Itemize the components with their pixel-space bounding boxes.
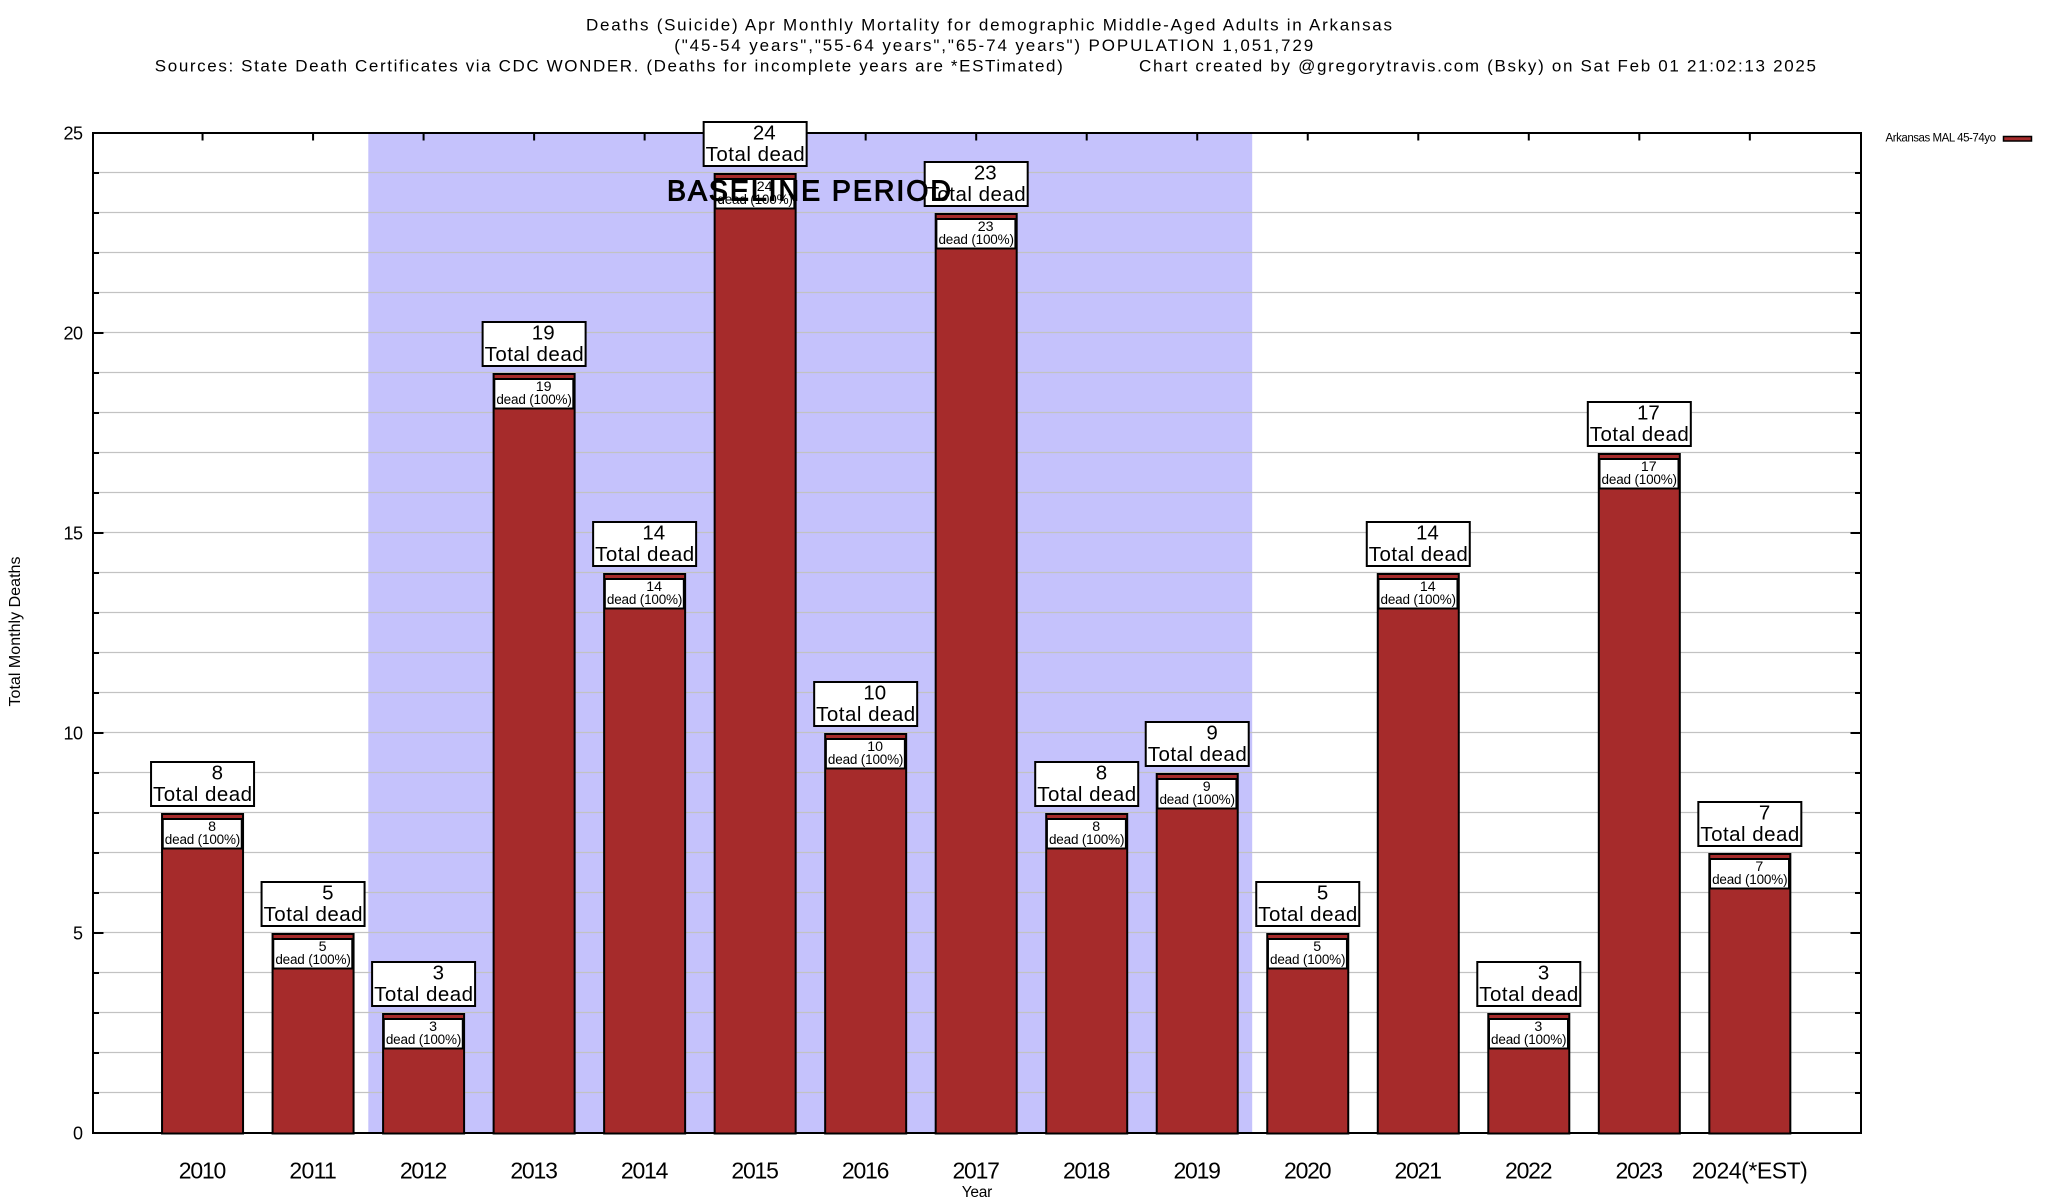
svg-text:3: 3 bbox=[433, 962, 444, 985]
svg-text:Total dead: Total dead bbox=[1590, 423, 1689, 446]
svg-text:2012: 2012 bbox=[400, 1157, 448, 1183]
svg-text:Year: Year bbox=[962, 1184, 993, 1200]
svg-text:2021: 2021 bbox=[1395, 1157, 1443, 1183]
svg-text:Chart created by @gregorytravi: Chart created by @gregorytravis.com (Bsk… bbox=[1139, 57, 1816, 76]
svg-text:25: 25 bbox=[64, 124, 84, 144]
svg-text:3: 3 bbox=[1538, 962, 1549, 985]
svg-text:BASELINE PERIOD: BASELINE PERIOD bbox=[667, 176, 951, 208]
svg-text:Total dead: Total dead bbox=[1037, 783, 1136, 806]
svg-text:7: 7 bbox=[1755, 859, 1763, 875]
svg-text:Sources: State Death Certifica: Sources: State Death Certificates via CD… bbox=[155, 57, 1063, 76]
svg-text:dead (100%): dead (100%) bbox=[1159, 792, 1235, 807]
svg-text:Total dead: Total dead bbox=[816, 703, 915, 726]
svg-text:Total dead: Total dead bbox=[595, 543, 694, 566]
svg-text:dead (100%): dead (100%) bbox=[1049, 832, 1125, 847]
svg-text:14: 14 bbox=[1416, 522, 1439, 545]
svg-text:2013: 2013 bbox=[510, 1157, 558, 1183]
svg-text:8: 8 bbox=[1092, 819, 1100, 835]
svg-text:2023: 2023 bbox=[1616, 1157, 1664, 1183]
svg-text:dead (100%): dead (100%) bbox=[607, 592, 683, 607]
svg-text:dead (100%): dead (100%) bbox=[165, 832, 240, 847]
svg-text:Total dead: Total dead bbox=[1148, 743, 1247, 766]
svg-text:7: 7 bbox=[1759, 802, 1770, 825]
svg-text:Arkansas MAL 45-74yo: Arkansas MAL 45-74yo bbox=[1886, 132, 1997, 144]
svg-text:Total dead: Total dead bbox=[1258, 903, 1357, 926]
svg-text:Total dead: Total dead bbox=[374, 983, 473, 1006]
svg-text:24: 24 bbox=[753, 122, 776, 145]
svg-text:5: 5 bbox=[1313, 939, 1321, 955]
svg-text:Total dead: Total dead bbox=[1369, 543, 1468, 566]
svg-text:Total dead: Total dead bbox=[485, 343, 584, 366]
svg-text:9: 9 bbox=[1206, 722, 1217, 745]
svg-text:3: 3 bbox=[1534, 1019, 1542, 1035]
svg-text:dead (100%): dead (100%) bbox=[1602, 472, 1678, 487]
svg-text:17: 17 bbox=[1641, 459, 1657, 475]
svg-text:2011: 2011 bbox=[289, 1157, 337, 1183]
svg-text:2015: 2015 bbox=[731, 1157, 779, 1183]
svg-text:19: 19 bbox=[536, 379, 552, 395]
svg-text:2019: 2019 bbox=[1173, 1157, 1221, 1183]
svg-text:dead (100%): dead (100%) bbox=[717, 192, 793, 207]
svg-text:24: 24 bbox=[757, 179, 773, 195]
svg-text:5: 5 bbox=[322, 882, 333, 905]
svg-text:17: 17 bbox=[1637, 402, 1660, 425]
svg-text:Total dead: Total dead bbox=[1700, 823, 1799, 846]
svg-text:dead (100%): dead (100%) bbox=[1491, 1032, 1567, 1047]
svg-text:19: 19 bbox=[532, 322, 555, 345]
svg-text:2020: 2020 bbox=[1284, 1157, 1332, 1183]
svg-text:("45-54 years","55-64 years",": ("45-54 years","55-64 years","65-74 year… bbox=[674, 36, 1313, 55]
svg-text:5: 5 bbox=[319, 939, 327, 955]
svg-text:Total dead: Total dead bbox=[1479, 983, 1578, 1006]
svg-text:Total dead: Total dead bbox=[927, 183, 1026, 206]
svg-text:dead (100%): dead (100%) bbox=[938, 232, 1013, 247]
svg-text:23: 23 bbox=[978, 219, 994, 235]
svg-text:2022: 2022 bbox=[1505, 1157, 1553, 1183]
svg-text:8: 8 bbox=[208, 819, 216, 835]
svg-text:23: 23 bbox=[974, 162, 997, 185]
svg-text:dead (100%): dead (100%) bbox=[496, 392, 572, 407]
svg-text:dead (100%): dead (100%) bbox=[1270, 952, 1346, 967]
svg-text:dead (100%): dead (100%) bbox=[275, 952, 351, 967]
svg-text:8: 8 bbox=[1096, 762, 1107, 785]
svg-text:dead (100%): dead (100%) bbox=[386, 1032, 462, 1047]
svg-text:2010: 2010 bbox=[179, 1157, 227, 1183]
svg-text:dead (100%): dead (100%) bbox=[1712, 872, 1788, 887]
svg-text:dead (100%): dead (100%) bbox=[828, 752, 904, 767]
svg-text:Total dead: Total dead bbox=[264, 903, 363, 926]
svg-text:2014: 2014 bbox=[621, 1157, 669, 1183]
svg-text:0: 0 bbox=[73, 1124, 83, 1144]
svg-text:Total dead: Total dead bbox=[706, 143, 805, 166]
svg-text:2024(*EST): 2024(*EST) bbox=[1692, 1157, 1808, 1183]
svg-text:20: 20 bbox=[64, 324, 84, 344]
svg-text:5: 5 bbox=[1317, 882, 1328, 905]
svg-text:14: 14 bbox=[646, 579, 662, 595]
svg-text:dead (100%): dead (100%) bbox=[1381, 592, 1457, 607]
svg-text:5: 5 bbox=[73, 924, 83, 944]
svg-text:9: 9 bbox=[1203, 779, 1211, 795]
svg-text:3: 3 bbox=[429, 1019, 437, 1035]
svg-text:Total dead: Total dead bbox=[153, 783, 252, 806]
svg-text:8: 8 bbox=[212, 762, 223, 785]
svg-text:15: 15 bbox=[64, 524, 84, 544]
svg-text:14: 14 bbox=[642, 522, 665, 545]
svg-text:Total Monthly Deaths: Total Monthly Deaths bbox=[7, 557, 24, 707]
svg-text:10: 10 bbox=[867, 739, 883, 755]
svg-text:10: 10 bbox=[64, 724, 84, 744]
svg-text:2016: 2016 bbox=[842, 1157, 890, 1183]
svg-text:2017: 2017 bbox=[952, 1157, 1000, 1183]
svg-text:14: 14 bbox=[1420, 579, 1436, 595]
svg-text:2018: 2018 bbox=[1063, 1157, 1111, 1183]
svg-text:10: 10 bbox=[863, 682, 886, 705]
